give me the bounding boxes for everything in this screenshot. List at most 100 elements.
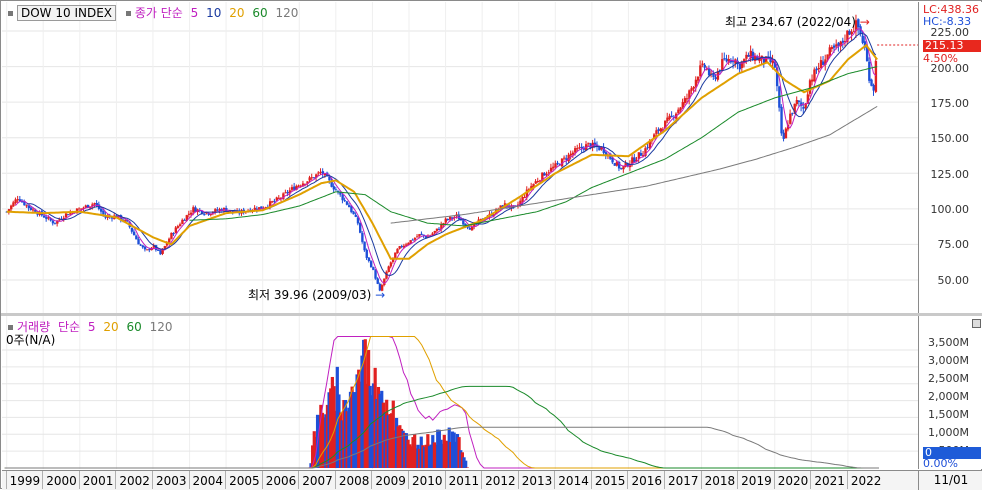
ticker-label[interactable]: DOW 10 INDEX [17, 5, 117, 21]
volume-scale[interactable]: 3,500M 3,000M 2,500M 2,000M 1,500M 1,000… [918, 316, 982, 470]
ma60-label: 60 [252, 6, 268, 20]
volume-bar [396, 426, 400, 468]
volume-bar [442, 434, 446, 468]
candle-body [817, 67, 821, 70]
volume-pane[interactable]: 거래량 단순 5 20 60 120 0주(N/A) [2, 316, 918, 469]
candle-body [130, 227, 134, 232]
candle-body [549, 167, 553, 172]
volume-bar [449, 441, 453, 468]
candle-body [701, 63, 704, 65]
candle-body [738, 63, 742, 70]
candle-body [308, 177, 311, 181]
candle-body [587, 142, 590, 144]
year-label: 2019 [741, 474, 772, 488]
volume-tick: 2,000M [928, 390, 969, 403]
pane-divider[interactable] [1, 313, 982, 316]
candle-body [431, 233, 434, 236]
candle-body [782, 132, 785, 139]
year-label: 2011 [448, 474, 480, 488]
year-tick [846, 471, 848, 489]
candle-body [729, 60, 733, 63]
candle-body [655, 130, 658, 134]
candle-body [143, 246, 147, 250]
price-ma-label[interactable]: 종가 단순 [134, 6, 183, 20]
candle-body [383, 278, 386, 286]
ma60-line [189, 66, 878, 227]
year-label: 2015 [594, 474, 626, 488]
candle-body [696, 76, 700, 81]
year-tick [810, 471, 812, 489]
candle-body [565, 158, 568, 161]
candle-body [830, 46, 834, 49]
candle-body [446, 219, 450, 221]
candle-body [841, 40, 845, 43]
candle-body [45, 217, 48, 219]
candle-body [633, 157, 636, 162]
candle-body [694, 79, 698, 87]
candle-body [723, 58, 726, 60]
candle-body [207, 213, 210, 215]
candle-body [409, 240, 412, 244]
volume-bar [386, 415, 390, 468]
candle-body [712, 74, 715, 77]
candle-body [405, 244, 408, 246]
candle-body [453, 216, 456, 218]
volume-bar [357, 369, 361, 468]
candle-body [868, 61, 871, 81]
candle-body [317, 172, 320, 174]
volume-bar [325, 404, 330, 468]
candle-body [523, 196, 526, 198]
candle-body [602, 147, 605, 153]
hc-value: HC:-8.33 [923, 15, 972, 28]
candle-body [159, 250, 162, 255]
candle-body [176, 226, 180, 228]
candle-body [714, 77, 717, 80]
candle-body [440, 224, 443, 230]
volume-ma-label[interactable]: 단순 [57, 320, 81, 334]
candle-body [295, 185, 298, 190]
candle-body [100, 208, 103, 212]
candle-body [185, 215, 189, 221]
candle-body [56, 220, 59, 224]
candle-body [815, 68, 818, 71]
volume-label[interactable]: 거래량 [17, 320, 51, 334]
candle-body [470, 226, 474, 231]
year-label: 2022 [850, 474, 882, 488]
candle-body [874, 60, 878, 92]
year-tick [700, 471, 702, 489]
time-axis[interactable]: 1999 2000 2001 2002 2003 2004 2005 2006 2007 2008… [2, 470, 918, 490]
candle-body [532, 184, 535, 188]
candle-body [865, 47, 869, 62]
candle-body [91, 204, 94, 207]
volume-bar [342, 400, 346, 468]
candle-body [593, 142, 597, 146]
candle-body [567, 154, 570, 162]
current-price-box: 215.13 [923, 40, 981, 52]
price-chart[interactable] [2, 2, 918, 313]
candle-body [273, 200, 276, 202]
candle-body [479, 218, 483, 221]
candle-body [216, 209, 219, 211]
volume-chart[interactable] [2, 316, 918, 469]
volume-tick: 2,500M [928, 372, 969, 385]
candle-body [214, 209, 217, 213]
volume-bar [330, 376, 334, 468]
volume-bar [434, 444, 438, 468]
year-label: 2004 [192, 474, 224, 488]
price-scale[interactable]: LC:438.36 HC:-8.33 225.00 215.13 4.50% 2… [918, 2, 982, 313]
candle-body [67, 214, 70, 216]
candle-body [659, 128, 663, 132]
year-label: 2001 [82, 474, 114, 488]
volume-bar [408, 444, 412, 468]
candle-body [433, 231, 436, 233]
candle-body [402, 245, 406, 248]
candle-body [174, 227, 178, 234]
volume-bar [455, 433, 460, 468]
candle-body [703, 64, 706, 68]
price-pane[interactable]: DOW 10 INDEX 종가 단순 5 10 20 60 120 최고 234… [2, 2, 918, 313]
candle-body [328, 176, 331, 181]
candle-body [637, 152, 641, 160]
price-tick: 100.00 [930, 203, 970, 216]
close-icon[interactable] [972, 319, 981, 328]
